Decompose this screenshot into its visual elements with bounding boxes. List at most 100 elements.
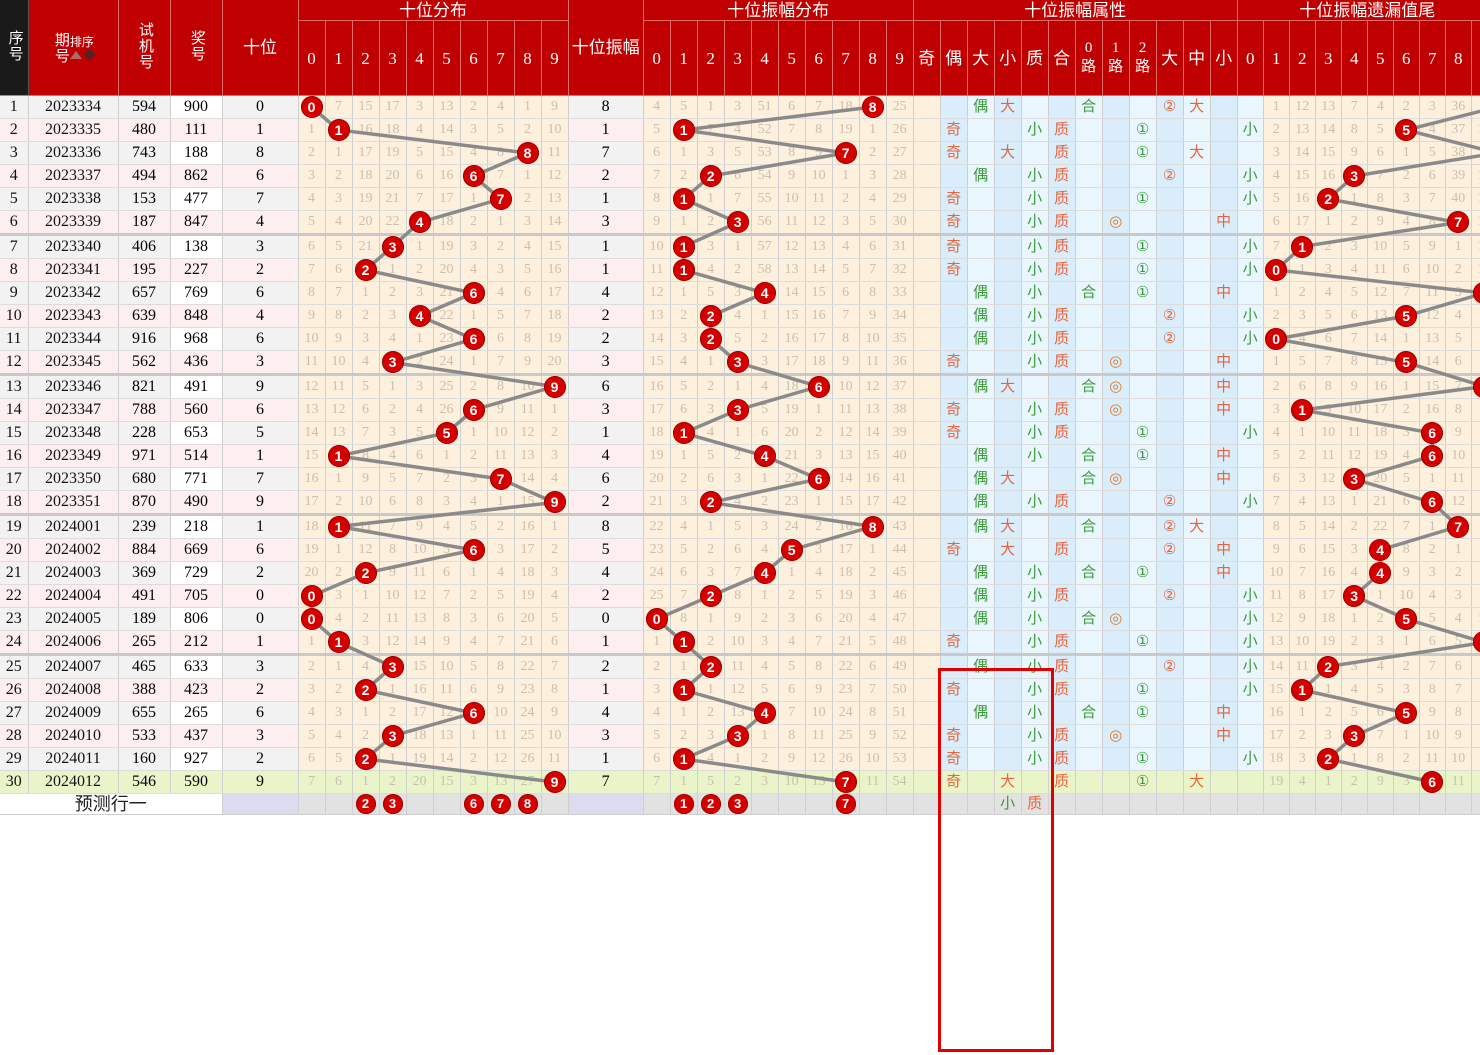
- col-tail-6[interactable]: 6: [1393, 20, 1420, 96]
- row-issue[interactable]: 2024002: [28, 538, 119, 562]
- col-ampd-8[interactable]: 8: [859, 20, 887, 96]
- sort-label[interactable]: 排序: [69, 34, 94, 49]
- row-issue[interactable]: 2024008: [28, 678, 119, 702]
- table-row[interactable]: 5 2023338 153 477 7 4 3 19 21 7 17 1 7 2 13 1 8 1 1 7 55 10 11…: [0, 187, 1480, 211]
- row-issue[interactable]: 2023345: [28, 350, 119, 376]
- col-dist-8[interactable]: 8: [514, 20, 542, 96]
- row-issue[interactable]: 2023344: [28, 327, 119, 351]
- table-row[interactable]: 15 2023348 228 653 5 14 13 7 3 5 5 1 10 12 2 1 18 1 4 1 6 20 2…: [0, 421, 1480, 445]
- col-dist-0[interactable]: 0: [298, 20, 326, 96]
- table-row[interactable]: 10 2023343 639 848 4 9 8 2 3 4 22 1 5 7 18 2 13 2 2 4 1 15 16 7…: [0, 304, 1480, 328]
- table-row[interactable]: 30 2024012 546 590 9 7 6 1 2 20 15 3 13 27 9 7 7 1 5 2 3 10 13…: [0, 770, 1480, 794]
- table-row[interactable]: 3 2023336 743 188 8 2 1 17 19 5 15 4 8 8 11 7 6 1 3 5 53 8 9 7 2…: [0, 141, 1480, 165]
- table-row[interactable]: 21 2024003 369 729 2 20 2 2 9 11 6 1 4 18 3 4 24 6 3 7 4 1 4 18…: [0, 561, 1480, 585]
- table-row[interactable]: 22 2024004 491 705 0 0 3 1 10 12 7 2 5 19 4 2 25 7 2 8 1 2 5 19…: [0, 584, 1480, 608]
- col-dist-1[interactable]: 1: [325, 20, 353, 96]
- table-row[interactable]: 4 2023337 494 862 6 3 2 18 20 6 16 6 7 1 12 2 7 2 2 6 54 9 10 1…: [0, 164, 1480, 188]
- table-row[interactable]: 28 2024010 533 437 3 5 4 2 3 18 13 1 11 25 10 3 5 2 3 3 1 8 11…: [0, 724, 1480, 748]
- table-row[interactable]: 1 2023334 594 900 0 0 7 15 17 3 13 2 4 1 9 8 4 5 1 3 51 6 7 18 8…: [0, 95, 1480, 119]
- row-issue[interactable]: 2024011: [28, 747, 119, 771]
- row-issue[interactable]: 2024010: [28, 724, 119, 748]
- table-row[interactable]: 6 2023339 187 847 4 5 4 20 22 4 18 2 1 3 14 3 9 1 2 3 56 11 12…: [0, 210, 1480, 236]
- row-issue[interactable]: 2023337: [28, 164, 119, 188]
- col-ampd-7[interactable]: 7: [832, 20, 860, 96]
- col-ampd-0[interactable]: 0: [643, 20, 671, 96]
- col-dist-3[interactable]: 3: [379, 20, 407, 96]
- row-issue[interactable]: 2024004: [28, 584, 119, 608]
- table-row[interactable]: 23 2024005 189 806 0 0 4 2 11 13 8 3 6 20 5 0 0 8 1 9 2 3 6 20 4…: [0, 607, 1480, 631]
- row-issue[interactable]: 2023341: [28, 258, 119, 282]
- table-row[interactable]: 20 2024002 884 669 6 19 1 12 8 10 5 6 3 17 2 5 23 5 2 6 4 5 3 1…: [0, 538, 1480, 562]
- table-row[interactable]: 14 2023347 788 560 6 13 12 6 2 4 26 6 9 11 1 3 17 6 3 3 5 19 1…: [0, 398, 1480, 422]
- col-dist-4[interactable]: 4: [406, 20, 434, 96]
- table-row[interactable]: 8 2023341 195 227 2 7 6 2 1 2 20 4 3 5 16 1 11 1 4 2 58 13 14 5…: [0, 258, 1480, 282]
- table-row[interactable]: 25 2024007 465 633 3 2 1 4 3 15 10 5 8 22 7 2 2 1 2 11 4 5 8 22…: [0, 654, 1480, 679]
- row-issue[interactable]: 2023340: [28, 234, 119, 259]
- row-issue[interactable]: 2023336: [28, 141, 119, 165]
- row-issue[interactable]: 2024005: [28, 607, 119, 631]
- col-tail-9[interactable]: 9: [1471, 20, 1480, 96]
- row-issue[interactable]: 2023351: [28, 490, 119, 516]
- col-tail-7[interactable]: 7: [1419, 20, 1446, 96]
- down-diamond-icon[interactable]: [82, 48, 96, 61]
- col-attr-small[interactable]: 小: [994, 20, 1022, 96]
- row-issue[interactable]: 2023343: [28, 304, 119, 328]
- table-row[interactable]: 9 2023342 657 769 6 8 7 1 2 3 21 6 4 6 17 4 12 1 5 3 4 14 15 6 8…: [0, 281, 1480, 305]
- table-row[interactable]: 13 2023346 821 491 9 12 11 5 1 3 25 2 8 10 9 6 16 5 2 1 4 18 6…: [0, 374, 1480, 399]
- row-issue[interactable]: 2023334: [28, 95, 119, 119]
- table-row[interactable]: 7 2023340 406 138 3 6 5 21 3 1 19 3 2 4 15 1 10 1 3 1 57 12 13…: [0, 234, 1480, 259]
- col-ampd-6[interactable]: 6: [805, 20, 833, 96]
- col-ampd-3[interactable]: 3: [724, 20, 752, 96]
- col-attr-big[interactable]: 大: [967, 20, 995, 96]
- table-row[interactable]: 27 2024009 655 265 6 4 3 1 2 17 12 6 10 24 9 4 4 1 2 13 4 7 10…: [0, 701, 1480, 725]
- table-row[interactable]: 29 2024011 160 927 2 6 5 2 1 19 14 2 12 26 11 1 6 1 4 1 2 9 12…: [0, 747, 1480, 771]
- row-issue[interactable]: 2024007: [28, 654, 119, 679]
- row-issue[interactable]: 2023349: [28, 444, 119, 468]
- header-prize-number[interactable]: 奖号: [170, 0, 223, 96]
- row-issue[interactable]: 2023335: [28, 118, 119, 142]
- header-test-number[interactable]: 试机号: [118, 0, 171, 96]
- col-ampd-1[interactable]: 1: [670, 20, 698, 96]
- col-attr-big2[interactable]: 大: [1156, 20, 1184, 96]
- col-tail-8[interactable]: 8: [1445, 20, 1472, 96]
- col-attr-prime[interactable]: 质: [1021, 20, 1049, 96]
- col-dist-5[interactable]: 5: [433, 20, 461, 96]
- row-issue[interactable]: 2023339: [28, 210, 119, 236]
- row-issue[interactable]: 2023342: [28, 281, 119, 305]
- header-seq[interactable]: 序号: [0, 0, 29, 96]
- row-issue[interactable]: 2023347: [28, 398, 119, 422]
- col-dist-2[interactable]: 2: [352, 20, 380, 96]
- col-tail-3[interactable]: 3: [1315, 20, 1342, 96]
- row-issue[interactable]: 2024009: [28, 701, 119, 725]
- col-tail-2[interactable]: 2: [1289, 20, 1316, 96]
- header-tens-amplitude[interactable]: 十位振幅: [568, 0, 644, 96]
- table-row[interactable]: 17 2023350 680 771 7 16 1 9 5 7 2 3 7 14 4 6 20 2 6 3 1 22 6 14…: [0, 467, 1480, 491]
- row-issue[interactable]: 2023348: [28, 421, 119, 445]
- table-row[interactable]: 24 2024006 265 212 1 1 1 3 12 14 9 4 7 21 6 1 1 1 2 10 3 4 7 21…: [0, 630, 1480, 656]
- col-dist-6[interactable]: 6: [460, 20, 488, 96]
- col-dist-9[interactable]: 9: [541, 20, 569, 96]
- col-attr-odd[interactable]: 奇: [913, 20, 941, 96]
- col-attr-small2[interactable]: 小: [1210, 20, 1238, 96]
- table-row[interactable]: 19 2024001 239 218 1 18 1 11 7 9 4 5 2 16 1 8 22 4 1 5 3 24 2 1…: [0, 514, 1480, 539]
- header-issue[interactable]: 期号 排序: [28, 0, 119, 96]
- col-attr-mid[interactable]: 中: [1183, 20, 1211, 96]
- col-ampd-9[interactable]: 9: [886, 20, 914, 96]
- col-attr-composite[interactable]: 合: [1048, 20, 1076, 96]
- col-tail-5[interactable]: 5: [1367, 20, 1394, 96]
- header-tens-digit[interactable]: 十位: [222, 0, 299, 96]
- row-issue[interactable]: 2024001: [28, 514, 119, 539]
- col-dist-7[interactable]: 7: [487, 20, 515, 96]
- col-ampd-4[interactable]: 4: [751, 20, 779, 96]
- table-row[interactable]: 12 2023345 562 436 3 11 10 4 3 2 24 1 7 9 20 3 15 4 1 3 3 17 1…: [0, 350, 1480, 376]
- row-issue[interactable]: 2024003: [28, 561, 119, 585]
- col-ampd-2[interactable]: 2: [697, 20, 725, 96]
- row-issue[interactable]: 2023338: [28, 187, 119, 211]
- table-row[interactable]: 18 2023351 870 490 9 17 2 10 6 8 3 4 1 15 9 2 21 3 2 4 2 23 1 1…: [0, 490, 1480, 516]
- col-ampd-5[interactable]: 5: [778, 20, 806, 96]
- table-row[interactable]: 26 2024008 388 423 2 3 2 2 1 16 11 6 9 23 8 1 3 1 1 12 5 6 9 23…: [0, 678, 1480, 702]
- table-row[interactable]: 16 2023349 971 514 1 15 1 8 4 6 1 2 11 13 3 4 19 1 5 2 4 21 3 1…: [0, 444, 1480, 468]
